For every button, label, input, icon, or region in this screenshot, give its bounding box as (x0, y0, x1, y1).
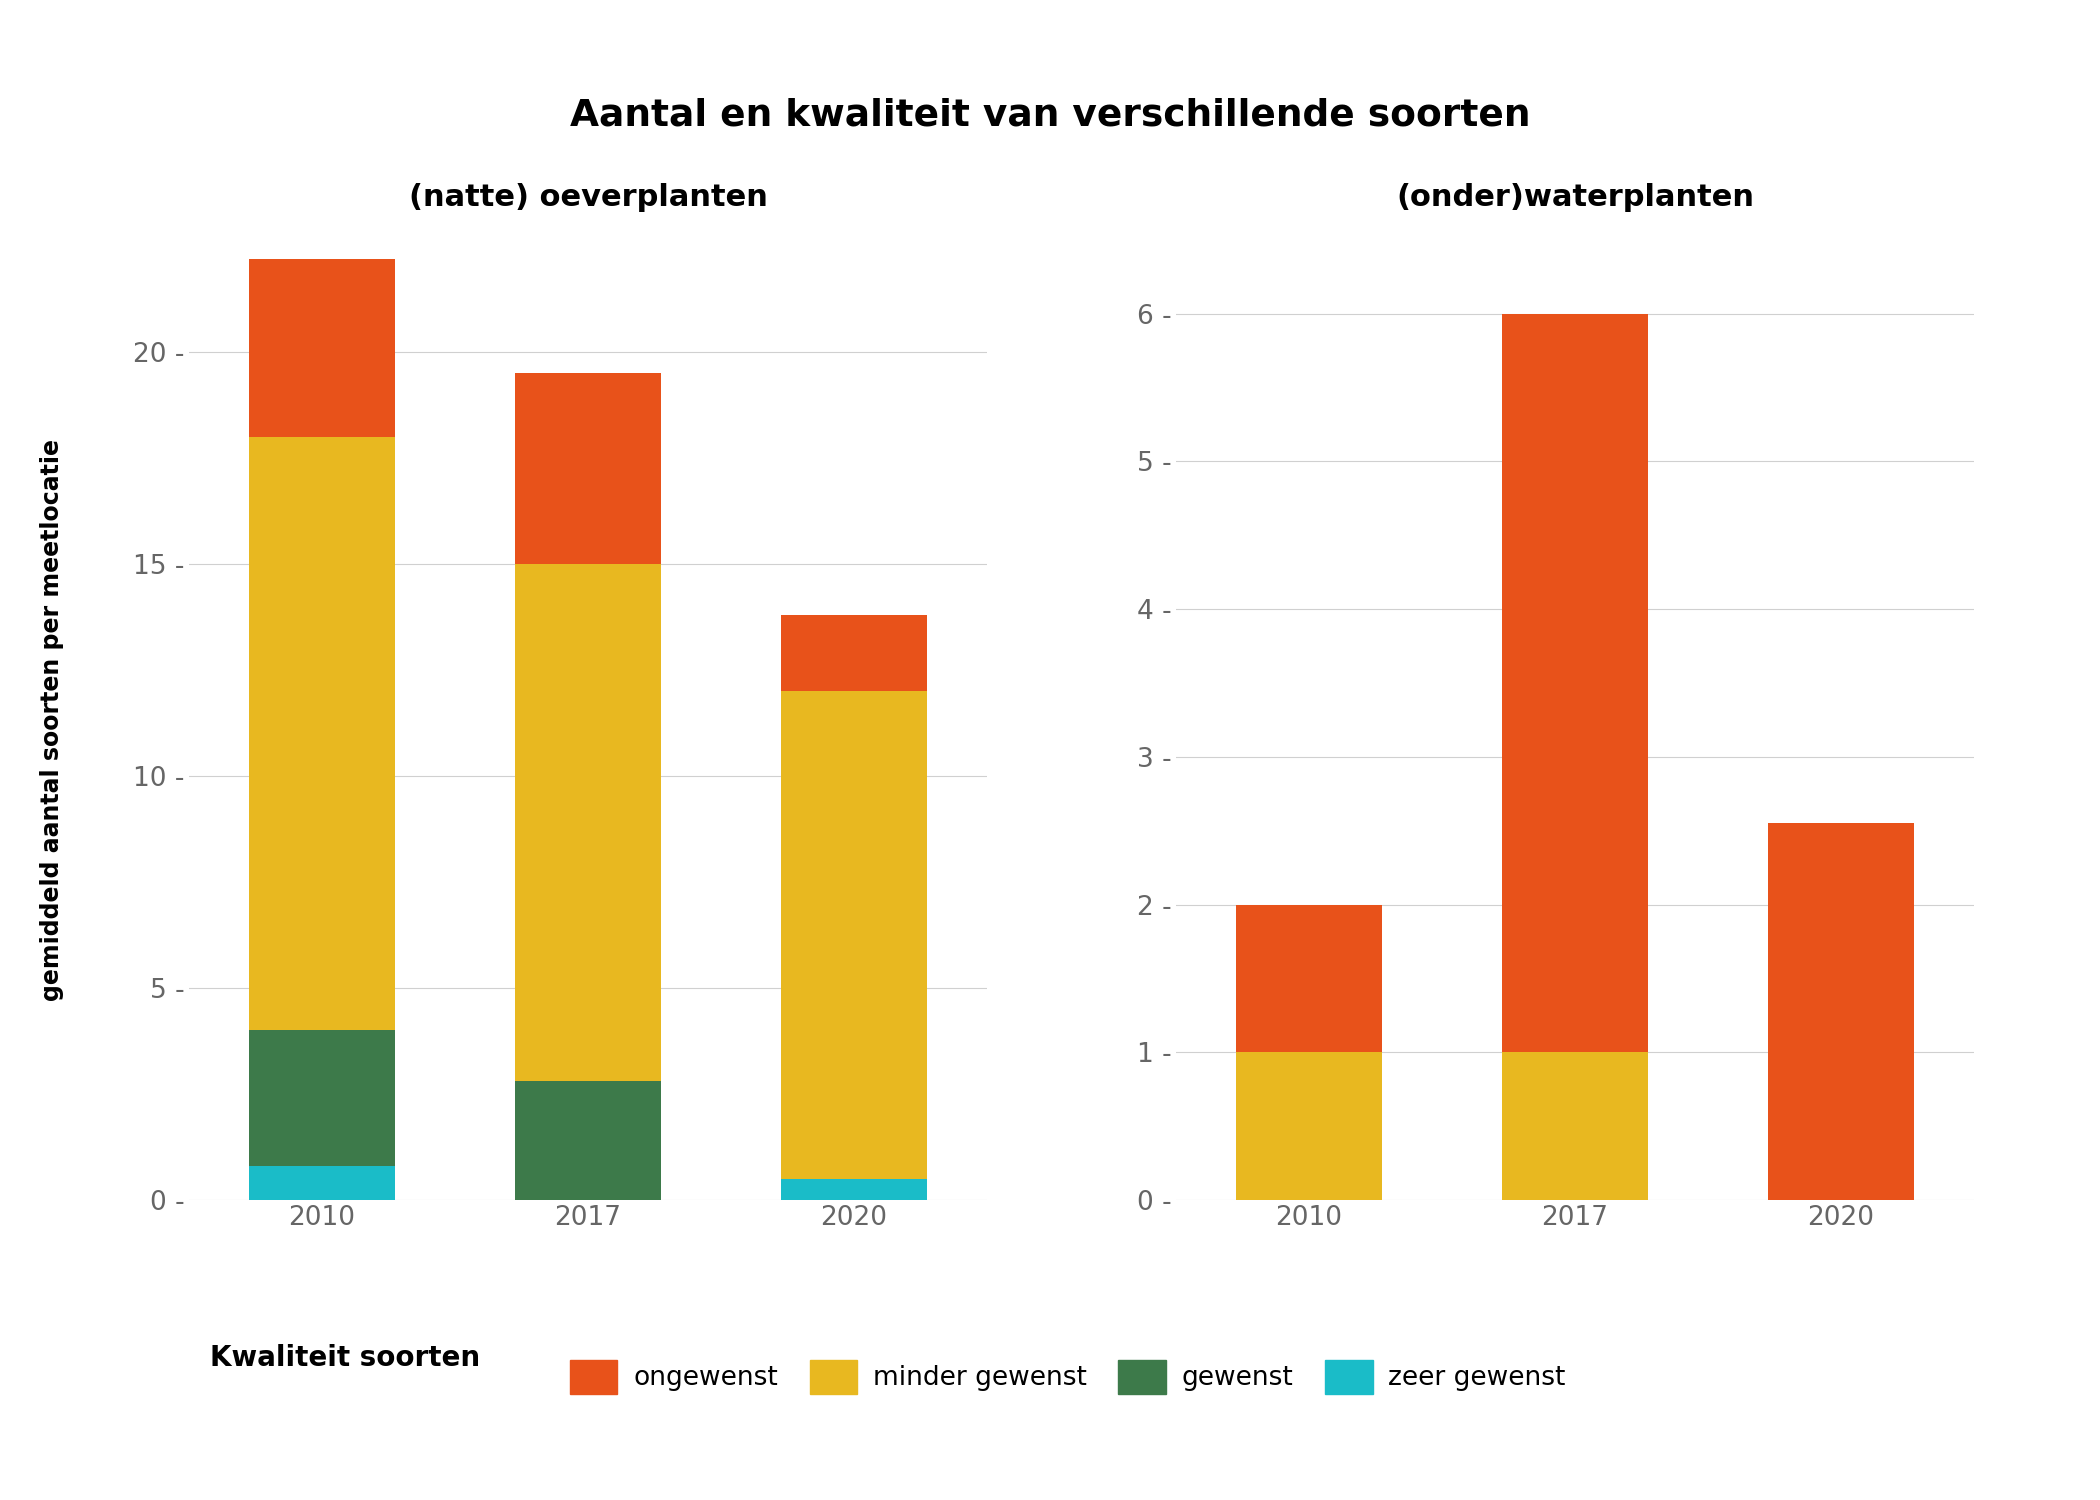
Bar (1502, 314, 1649, 1053)
Bar (781, 615, 928, 692)
Bar (781, 1179, 928, 1200)
Title: (onder)waterplanten: (onder)waterplanten (1396, 183, 1753, 211)
Legend: ongewenst, minder gewenst, gewenst, zeer gewenst: ongewenst, minder gewenst, gewenst, zeer… (559, 1350, 1577, 1404)
Text: Aantal en kwaliteit van verschillende soorten: Aantal en kwaliteit van verschillende so… (569, 98, 1531, 134)
Bar (781, 692, 928, 1179)
Bar (1502, 1053, 1649, 1200)
Bar (248, 1166, 395, 1200)
Bar (248, 260, 395, 436)
Text: gemiddeld aantal soorten per meetlocatie: gemiddeld aantal soorten per meetlocatie (40, 440, 65, 1001)
Bar (248, 436, 395, 1030)
Bar (514, 564, 662, 1082)
Bar (248, 1030, 395, 1166)
Bar (514, 374, 662, 564)
Bar (1235, 1053, 1382, 1200)
Text: Kwaliteit soorten: Kwaliteit soorten (210, 1344, 481, 1371)
Bar (1235, 904, 1382, 1053)
Title: (natte) oeverplanten: (natte) oeverplanten (410, 183, 766, 211)
Bar (514, 1082, 662, 1200)
Bar (1768, 824, 1915, 1200)
